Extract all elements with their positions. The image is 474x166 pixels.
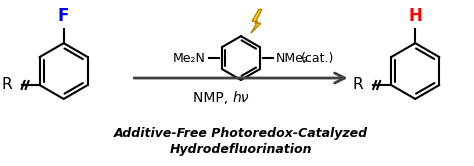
Polygon shape (251, 9, 262, 33)
Text: R: R (353, 78, 363, 92)
Text: F: F (58, 7, 69, 25)
Text: NMe₂: NMe₂ (276, 52, 309, 65)
Text: Me₂N: Me₂N (173, 52, 206, 65)
Text: Hydrodefluorination: Hydrodefluorination (170, 143, 312, 156)
Text: NMP,: NMP, (193, 91, 233, 105)
Text: H: H (408, 7, 422, 25)
Text: (cat.): (cat.) (301, 52, 334, 65)
Text: R: R (1, 78, 12, 92)
Text: hν: hν (233, 91, 249, 105)
Text: Additive-Free Photoredox-Catalyzed: Additive-Free Photoredox-Catalyzed (114, 127, 368, 140)
